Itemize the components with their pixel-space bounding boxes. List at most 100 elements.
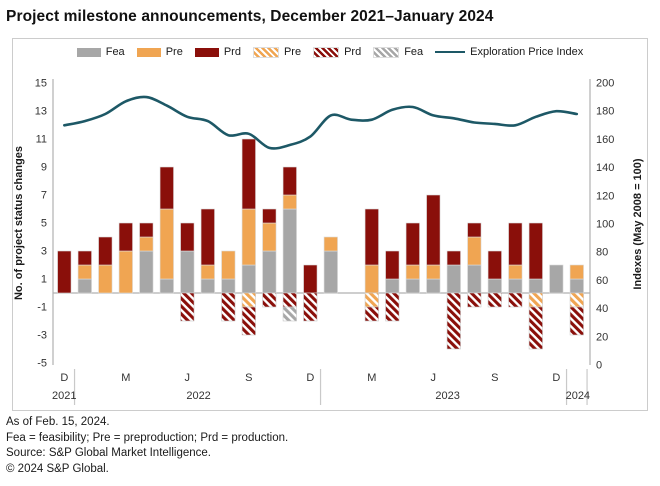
- bar-segment-fea: [385, 278, 400, 294]
- bar-segment-prd-hatch: [385, 292, 400, 322]
- x-tick-label: J: [185, 372, 191, 384]
- bar-segment-prd: [528, 222, 543, 280]
- x-tick-label: M: [367, 372, 376, 384]
- bar-segment-prd-hatch: [282, 292, 297, 308]
- bar-segment-prd-hatch: [241, 306, 256, 336]
- bar-segment-pre-hatch: [569, 292, 584, 308]
- bar-segment-prd: [262, 208, 277, 224]
- bar-segment-fea: [180, 250, 195, 294]
- legend-swatch-solid: [76, 47, 101, 57]
- legend-item-prd-hatch: Prd: [313, 46, 361, 58]
- bar-segment-prd: [57, 250, 72, 294]
- bar-segment-fea: [77, 278, 92, 294]
- legend-label: Fea: [404, 46, 424, 58]
- left-tick-label: -5: [37, 358, 47, 370]
- bar-segment-pre: [364, 264, 379, 294]
- bar-segment-prd: [446, 250, 461, 266]
- legend: Fea Pre Prd Pre Prd Fea Exploration Price Inde…: [13, 46, 647, 58]
- bar-segment-fea: [282, 208, 297, 294]
- bar-segment-prd-hatch: [528, 306, 543, 350]
- bar-segment-fea: [221, 278, 236, 294]
- footnote-source: Source: S&P Global Market Intelligence.: [6, 447, 211, 459]
- bar-segment-pre: [98, 264, 113, 294]
- bar-segment-pre: [200, 264, 215, 280]
- bar-segment-pre: [508, 264, 523, 280]
- footnotes: As of Feb. 15, 2024. Fea = feasibility; …: [6, 415, 288, 477]
- x-tick-label: S: [245, 372, 252, 384]
- legend-item-exploration-price-index: Exploration Price Index: [435, 46, 583, 58]
- left-tick-label: 13: [35, 106, 47, 118]
- bar-segment-prd: [241, 138, 256, 210]
- bar-segment-prd: [385, 250, 400, 280]
- bar-segment-fea: [528, 278, 543, 294]
- bar-segment-prd: [77, 250, 92, 266]
- footnote-copyright: © 2024 S&P Global.: [6, 462, 109, 475]
- bar-segment-prd: [467, 222, 482, 238]
- bar-segment-prd-hatch: [364, 306, 379, 322]
- legend-label: Pre: [165, 46, 183, 58]
- x-tick-label: D: [60, 372, 68, 384]
- legend-label: Prd: [223, 46, 241, 58]
- bar-segment-pre-hatch: [528, 292, 543, 308]
- right-tick-label: 100: [596, 219, 614, 231]
- x-year-label: 2023: [435, 390, 459, 402]
- bar-segment-prd-hatch: [303, 292, 318, 322]
- bar-segment-prd: [118, 222, 133, 252]
- bar-segment-prd-hatch: [569, 306, 584, 336]
- bar-segment-prd: [139, 222, 154, 238]
- bar-segment-pre: [221, 250, 236, 280]
- legend-label: Pre: [283, 46, 302, 58]
- right-tick-label: 0: [596, 360, 602, 372]
- bar-segment-prd-hatch: [446, 292, 461, 350]
- left-tick-label: 3: [41, 246, 47, 258]
- bar-segment-pre: [569, 264, 584, 280]
- bar-segment-prd: [426, 194, 441, 266]
- bar-segment-prd-hatch: [262, 292, 277, 308]
- right-tick-label: 40: [596, 303, 608, 315]
- footnote-definitions: Fea = feasibility; Pre = preproduction; …: [6, 431, 289, 444]
- left-tick-label: 7: [41, 190, 47, 202]
- bar-segment-pre: [262, 222, 277, 252]
- x-year-label: 2022: [186, 390, 210, 402]
- bar-segment-fea: [446, 264, 461, 294]
- bar-segment-prd: [487, 250, 502, 280]
- bar-segment-pre: [282, 194, 297, 210]
- legend-label: Exploration Price Index: [470, 46, 584, 58]
- bar-segment-pre: [323, 236, 338, 252]
- bar-segment-fea: [426, 278, 441, 294]
- bar-segment-prd-hatch: [180, 292, 195, 322]
- bar-segment-pre: [118, 250, 133, 294]
- bar-segment-pre-hatch: [241, 292, 256, 308]
- x-tick-label: S: [491, 372, 498, 384]
- bar-segment-fea: [200, 278, 215, 294]
- bar-segment-prd: [98, 236, 113, 266]
- chart-canvas: 15131197531-1-3-520018016014012010080604…: [13, 78, 644, 405]
- bar-segment-prd: [364, 208, 379, 266]
- bar-segment-fea: [508, 278, 523, 294]
- exploration-price-index-line: [63, 95, 579, 150]
- legend-swatch-solid: [136, 47, 161, 57]
- right-tick-label: 160: [596, 134, 614, 146]
- bar-segment-pre: [405, 264, 420, 280]
- left-tick-label: -3: [37, 330, 47, 342]
- x-year-label: 2024: [566, 390, 590, 402]
- legend-swatch-hatch: [373, 46, 400, 58]
- bar-segment-fea: [569, 278, 584, 294]
- left-tick-label: 5: [41, 218, 47, 230]
- legend-item-pre-hatch: Pre: [252, 46, 302, 58]
- bar-segment-prd: [180, 222, 195, 252]
- right-tick-label: 180: [596, 106, 614, 118]
- bar-segment-pre: [159, 208, 174, 280]
- legend-line-swatch: [435, 50, 466, 54]
- left-tick-label: -1: [37, 302, 47, 314]
- right-tick-label: 80: [596, 247, 608, 259]
- right-tick-label: 20: [596, 331, 608, 343]
- x-axis-labels: D M J S D M J S D 2021 2022 2023 2024: [52, 372, 590, 402]
- bar-segment-pre-hatch: [364, 292, 379, 308]
- legend-swatch-hatch: [313, 46, 340, 58]
- left-tick-label: 11: [36, 134, 47, 146]
- bar-segment-fea-hatch: [282, 306, 297, 322]
- bar-segment-pre: [467, 236, 482, 266]
